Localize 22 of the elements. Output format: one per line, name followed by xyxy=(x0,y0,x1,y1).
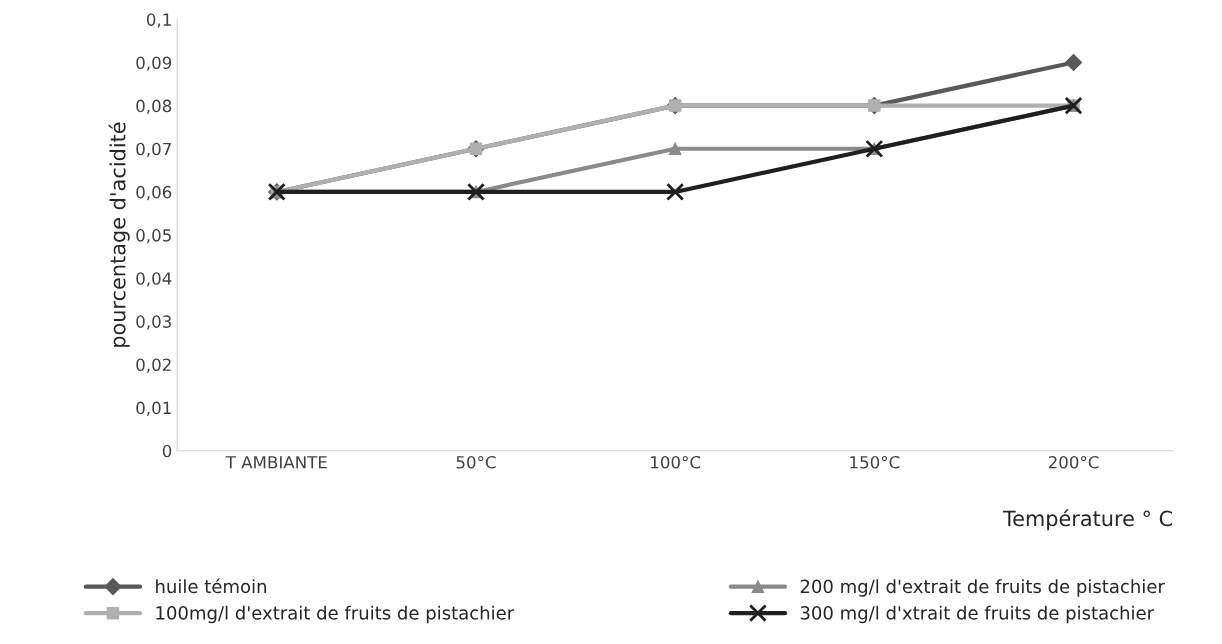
y-tick-label: 0,06 xyxy=(136,185,172,201)
x-tick-label: 100°C xyxy=(651,455,701,469)
legend-label: 100mg/l d'extrait de fruits de pistachier xyxy=(156,605,515,624)
y-tick-label: 0,02 xyxy=(136,358,171,373)
x-tick-label: 200°C xyxy=(1048,455,1099,469)
y-tick-label: 0 xyxy=(162,444,172,458)
x-tick-label: 150°C xyxy=(850,455,900,469)
y-tick-label: 0,04 xyxy=(136,272,172,287)
legend-label: huile témoin xyxy=(156,578,266,594)
x-tick-label: T AMBIANTE xyxy=(225,456,327,469)
y-tick-label: 0,09 xyxy=(136,56,172,71)
legend-label: 300 mg/l d'xtrait de fruits de pistachier xyxy=(800,605,1155,624)
y-axis-title: pourcentage d'acidité xyxy=(108,122,130,347)
y-tick-label: 0,03 xyxy=(136,315,171,330)
y-tick-label: 0,05 xyxy=(136,229,171,244)
y-tick-label: 0,1 xyxy=(146,13,171,28)
y-tick-label: 0,01 xyxy=(136,401,171,416)
x-axis-title: Température ° C xyxy=(1002,509,1172,531)
x-tick-label: 50°C xyxy=(456,455,496,469)
legend-label: 200 mg/l d'extrait de fruits de pistachier xyxy=(800,579,1165,597)
y-tick-label: 0,07 xyxy=(136,142,171,158)
y-tick-label: 0,08 xyxy=(136,99,172,114)
